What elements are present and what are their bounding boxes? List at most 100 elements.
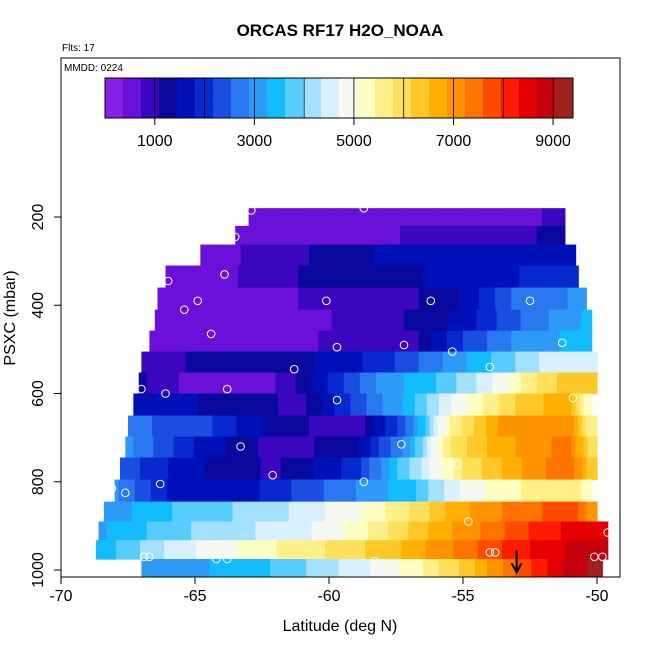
heatmap-cell (504, 372, 510, 395)
heatmap-cell (524, 479, 530, 503)
heatmap-cell (132, 415, 137, 438)
heatmap-cell (311, 225, 317, 246)
heatmap-cell (562, 244, 567, 267)
heatmap-cell (181, 351, 187, 374)
heatmap-cell (231, 372, 236, 395)
heatmap-cell (201, 559, 207, 577)
heatmap-cell (571, 436, 577, 459)
heatmap-cell (398, 393, 404, 417)
heatmap-cell (215, 309, 220, 332)
heatmap-cell (152, 415, 157, 438)
heatmap-cell (503, 351, 508, 374)
heatmap-cell (223, 521, 228, 541)
heatmap-cell (547, 436, 553, 459)
heatmap-cell (472, 372, 477, 395)
heatmap-cell (480, 479, 486, 503)
heatmap-cell (296, 540, 302, 560)
heatmap-cell (333, 244, 338, 267)
heatmap-cell (571, 559, 577, 577)
heatmap-cell (320, 208, 326, 227)
heatmap-cell (566, 244, 571, 267)
heatmap-cell (366, 287, 372, 311)
heatmap-cell (165, 436, 171, 459)
heatmap-cell (507, 265, 512, 289)
heatmap-cell (272, 540, 278, 560)
heatmap-cell (304, 415, 310, 438)
flight-marker (571, 210, 580, 220)
heatmap-cell (342, 393, 348, 417)
heatmap-cell (270, 330, 275, 353)
heatmap-cell (324, 208, 330, 227)
heatmap-cell (239, 309, 244, 332)
heatmap-cell (546, 415, 551, 438)
heatmap-cell (274, 330, 279, 353)
heatmap-cell (287, 479, 293, 503)
heatmap-cell (458, 436, 464, 459)
heatmap-cell (446, 436, 452, 459)
heatmap-cell (422, 436, 428, 459)
heatmap-cell (378, 559, 384, 577)
heatmap-cell (461, 244, 467, 267)
heatmap-cell (582, 415, 587, 438)
heatmap-cell (307, 309, 313, 332)
heatmap-cell (433, 501, 439, 523)
heatmap-cell (106, 521, 112, 541)
heatmap-cell (438, 351, 444, 374)
heatmap-cell (442, 436, 448, 459)
heatmap-cell (347, 309, 353, 332)
heatmap-cell (432, 225, 437, 246)
heatmap-cell (575, 265, 579, 289)
heatmap-cell (264, 540, 270, 560)
heatmap-cell (262, 436, 267, 459)
heatmap-cell (172, 501, 177, 523)
heatmap-cell (536, 479, 542, 503)
heatmap-cell (224, 244, 230, 267)
heatmap-cell (257, 436, 263, 459)
heatmap-cell (207, 372, 212, 395)
heatmap-cell (400, 479, 405, 503)
heatmap-cell (449, 457, 455, 481)
heatmap-bands (95, 208, 609, 577)
heatmap-cell (215, 479, 220, 503)
heatmap-cell (260, 244, 266, 267)
heatmap-cell (382, 393, 388, 417)
heatmap-cell (483, 351, 488, 374)
heatmap-cell (538, 501, 543, 523)
heatmap-cell (180, 501, 185, 523)
heatmap-cell (271, 309, 276, 332)
heatmap-cell (521, 457, 527, 481)
heatmap-cell (327, 372, 333, 395)
heatmap-cell (278, 287, 283, 311)
heatmap-cell (512, 479, 518, 503)
heatmap-cell (552, 479, 558, 503)
heatmap-cell (574, 501, 579, 523)
heatmap-cell (408, 479, 413, 503)
heatmap-cell (476, 309, 482, 332)
heatmap-cell (225, 559, 231, 577)
heatmap-cell (535, 330, 540, 353)
heatmap-cell (554, 457, 559, 481)
heatmap-cell (534, 415, 539, 438)
heatmap-cell (111, 501, 117, 523)
heatmap-cell (320, 457, 326, 481)
heatmap-cell (373, 540, 378, 560)
heatmap-cell (564, 372, 570, 395)
heatmap-cell (532, 479, 538, 503)
heatmap-cell (548, 309, 554, 332)
heatmap-cell (396, 521, 401, 541)
heatmap-cell (319, 479, 325, 503)
heatmap-cell (487, 265, 492, 289)
heatmap-cell (362, 393, 368, 417)
heatmap-cell (153, 559, 159, 577)
heatmap-cell (240, 415, 246, 438)
heatmap-cell (375, 479, 381, 503)
heatmap-cell (227, 309, 232, 332)
heatmap-cell (338, 351, 343, 374)
heatmap-cell (190, 309, 196, 332)
heatmap-cell (567, 287, 573, 311)
heatmap-cell (382, 330, 388, 353)
heatmap-cell (174, 309, 180, 332)
heatmap-cell (323, 309, 329, 332)
heatmap-cell (458, 393, 464, 417)
heatmap-cell (308, 501, 314, 523)
